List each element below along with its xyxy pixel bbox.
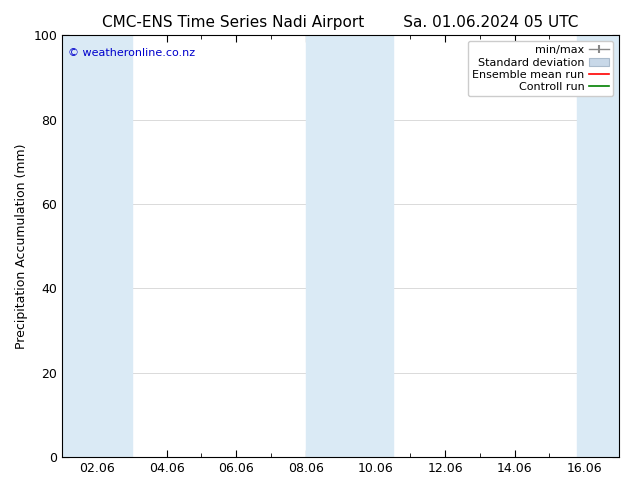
Bar xyxy=(577,35,619,457)
Bar xyxy=(306,35,393,457)
Y-axis label: Precipitation Accumulation (mm): Precipitation Accumulation (mm) xyxy=(15,144,28,349)
Legend: min/max, Standard deviation, Ensemble mean run, Controll run: min/max, Standard deviation, Ensemble me… xyxy=(468,41,614,97)
Title: CMC-ENS Time Series Nadi Airport        Sa. 01.06.2024 05 UTC: CMC-ENS Time Series Nadi Airport Sa. 01.… xyxy=(103,15,579,30)
Bar xyxy=(62,35,132,457)
Text: © weatheronline.co.nz: © weatheronline.co.nz xyxy=(68,48,195,58)
